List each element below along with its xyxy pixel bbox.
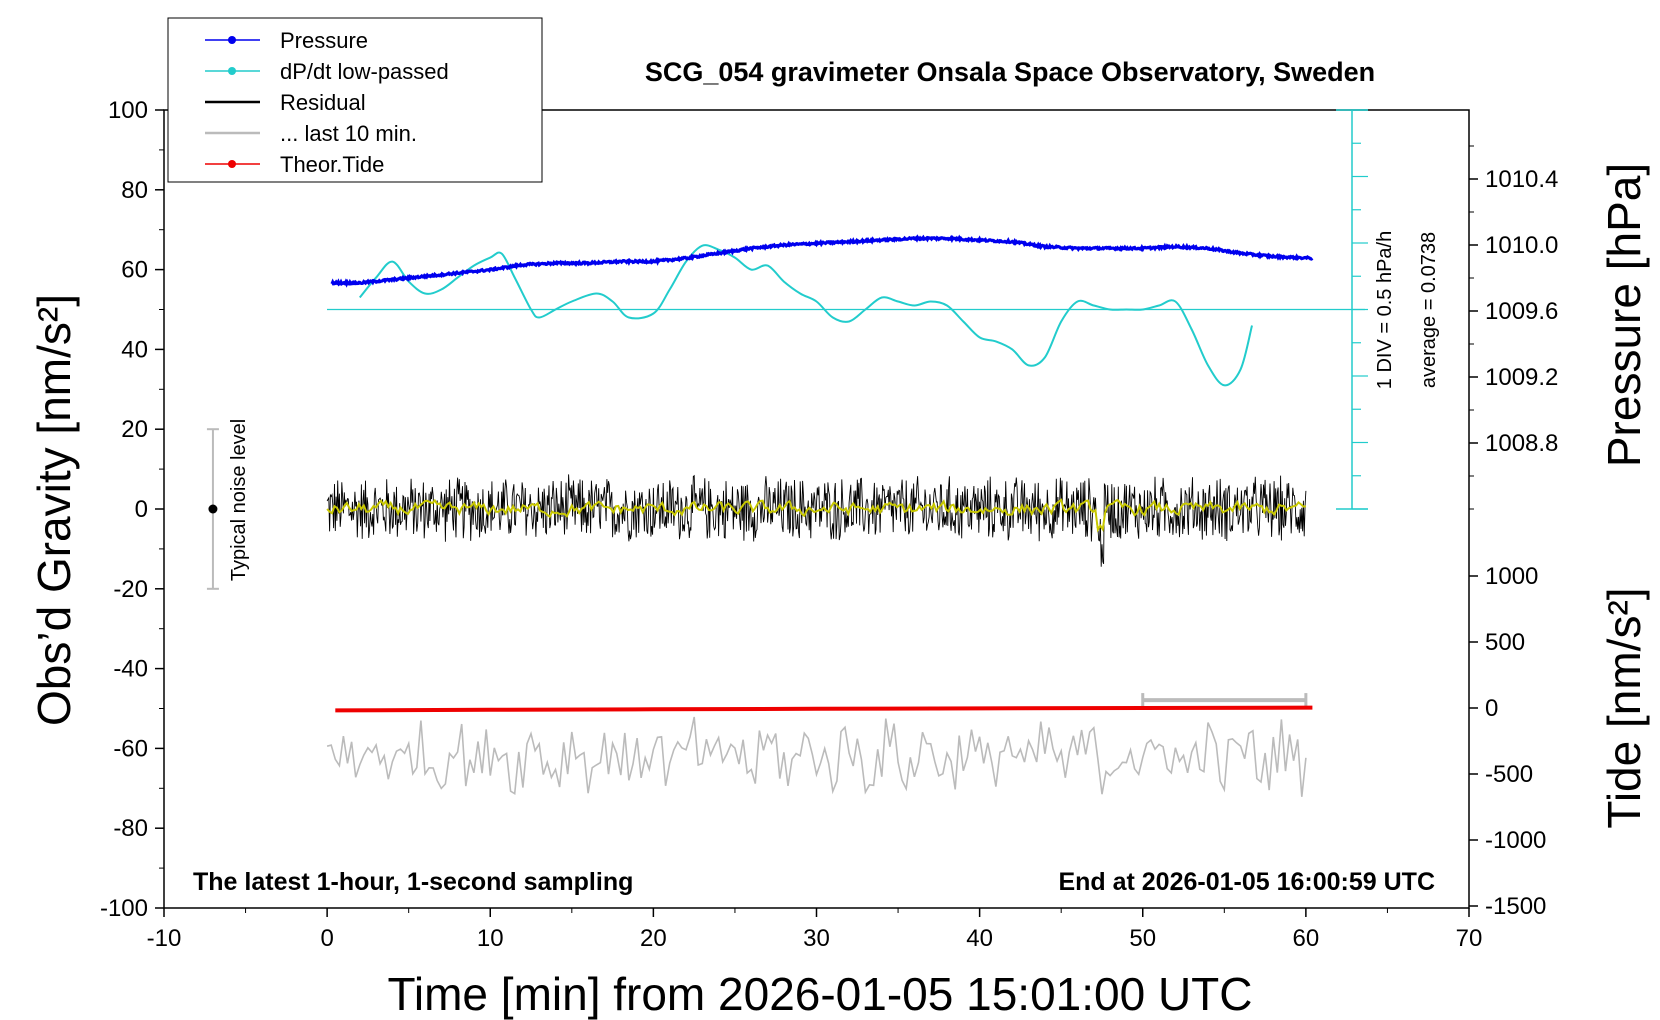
- x-tick-label: 10: [477, 925, 504, 952]
- y-tick-label: 80: [121, 177, 148, 204]
- y-tick-label: -20: [113, 576, 148, 603]
- tide-tick-label: -500: [1485, 761, 1533, 788]
- x-tick-label: 40: [966, 925, 993, 952]
- legend-label: dP/dt low-passed: [280, 59, 449, 84]
- x-tick-label: 50: [1129, 925, 1156, 952]
- axis-ticks: -10 0 10 20 30 40 50 60 70100806040200-20-40-60-…: [28, 97, 1650, 952]
- pressure-tick-label: 1010.0: [1485, 232, 1558, 259]
- y-tick-label: 20: [121, 416, 148, 443]
- series-layer: [206, 109, 1368, 797]
- x-tick-label: 30: [803, 925, 830, 952]
- dpdt-average-note: average = 0.0738: [1418, 232, 1440, 388]
- tide-tick-label: 500: [1485, 629, 1525, 656]
- y-tick-label: -80: [113, 815, 148, 842]
- tide-tick-label: 0: [1485, 695, 1498, 722]
- last-10-min-series: [326, 716, 1307, 797]
- x-tick-label: -10: [147, 925, 182, 952]
- text-layer: SCG_054 gravimeter Onsala Space Observat…: [193, 57, 1440, 1020]
- legend: Pressure dP/dt low-passed Residual ... last…: [167, 17, 543, 183]
- legend-marker: [228, 160, 236, 168]
- legend-label: Residual: [280, 90, 366, 115]
- y-tick-label: -100: [100, 895, 148, 922]
- y-tick-label: 100: [108, 97, 148, 124]
- legend-box: [167, 17, 543, 183]
- pressure-tick-label: 1008.8: [1485, 430, 1558, 457]
- theor-tide-series: [335, 705, 1313, 713]
- x-axis-title: Time [min] from 2026-01-05 15:01:00 UTC: [388, 968, 1253, 1020]
- legend-label: Theor.Tide: [280, 152, 384, 177]
- legend-label: Pressure: [280, 28, 368, 53]
- pressure-tick-label: 1010.4: [1485, 166, 1558, 193]
- legend-marker: [228, 67, 236, 75]
- tide-tick-label: 1000: [1485, 563, 1538, 590]
- gravity-axis-title: Obs’d Gravity [nm/s²]: [28, 294, 80, 726]
- legend-marker: [228, 36, 236, 44]
- y-tick-label: -40: [113, 656, 148, 683]
- legend-label: ... last 10 min.: [280, 121, 417, 146]
- pressure-tick-label: 1009.2: [1485, 364, 1558, 391]
- y-tick-label: 60: [121, 257, 148, 284]
- pressure-axis-title: Pressure [hPa]: [1598, 163, 1650, 467]
- pressure-series: [330, 234, 1314, 288]
- pressure-tick-label: 1009.6: [1485, 298, 1558, 325]
- tide-tick-label: -1500: [1485, 893, 1546, 920]
- y-tick-label: -60: [113, 735, 148, 762]
- dpdt-series: [359, 244, 1253, 387]
- y-tick-label: 40: [121, 336, 148, 363]
- x-tick-label: 20: [640, 925, 667, 952]
- dpdt-scale-note: 1 DIV = 0.5 hPa/h: [1374, 231, 1396, 389]
- x-tick-label: 60: [1293, 925, 1320, 952]
- noise-label: Typical noise level: [228, 419, 250, 581]
- x-tick-label: 0: [320, 925, 333, 952]
- x-tick-label: 70: [1456, 925, 1483, 952]
- chart-title: SCG_054 gravimeter Onsala Space Observat…: [645, 57, 1375, 87]
- residual-smoothed-series: [326, 498, 1307, 533]
- bottom-left-note: The latest 1-hour, 1-second sampling: [193, 868, 633, 896]
- y-tick-label: 0: [135, 496, 148, 523]
- noise-center-dot: [208, 504, 218, 514]
- residual-series: [326, 474, 1307, 567]
- tide-tick-label: -1000: [1485, 827, 1546, 854]
- tide-axis-title: Tide [nm/s²]: [1598, 587, 1650, 828]
- bottom-right-note: End at 2026-01-05 16:00:59 UTC: [1058, 868, 1435, 896]
